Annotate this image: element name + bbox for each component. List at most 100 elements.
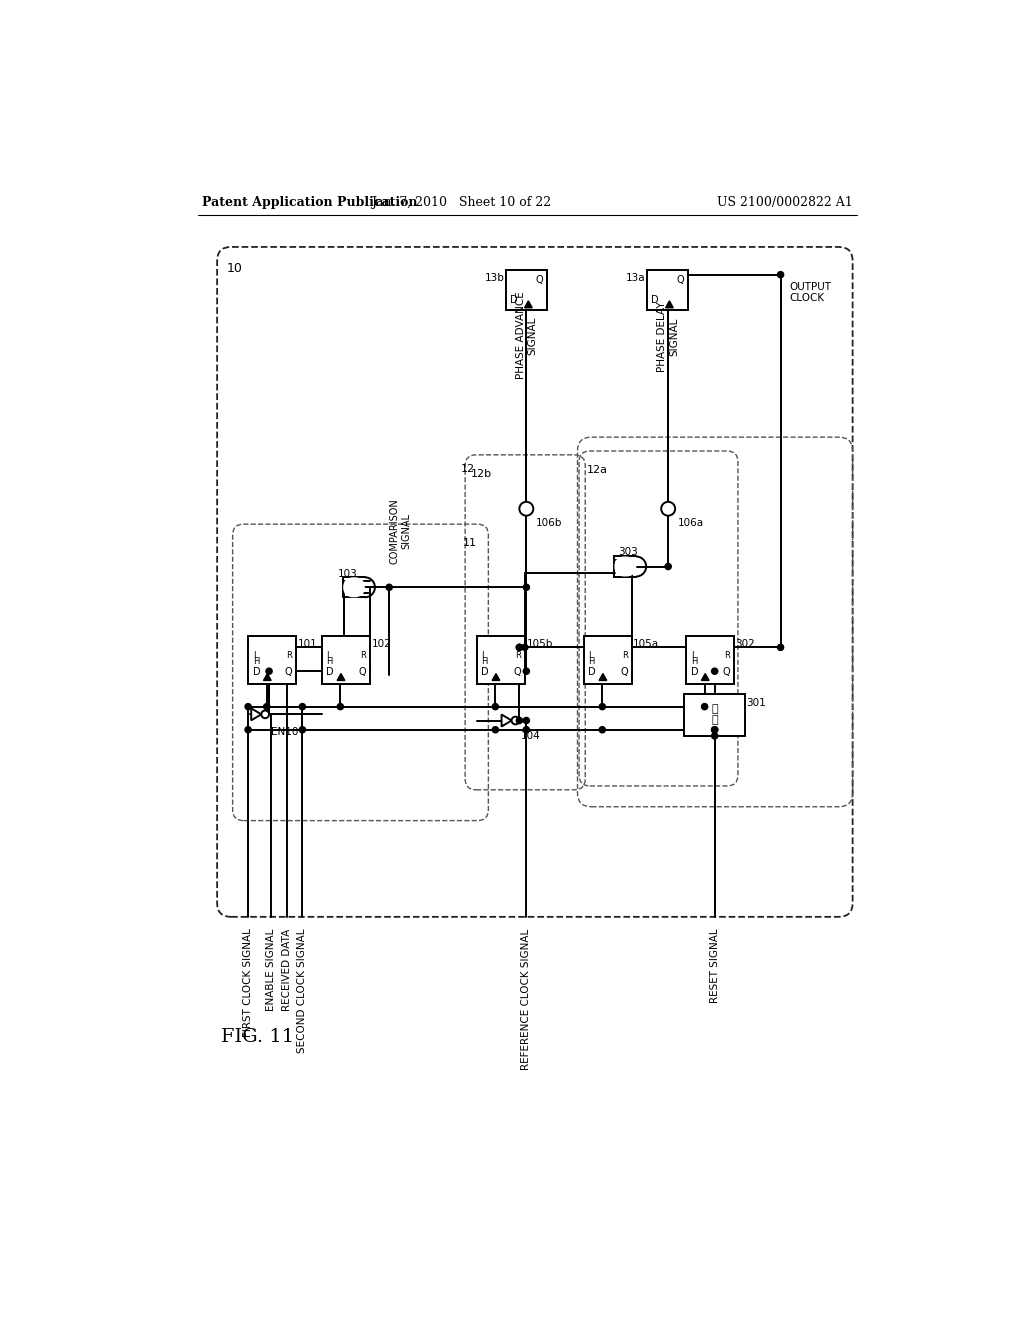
Text: ENABLE SIGNAL: ENABLE SIGNAL (266, 928, 276, 1011)
Text: Q: Q (513, 667, 521, 677)
Text: D: D (253, 667, 260, 677)
Polygon shape (701, 673, 709, 681)
Polygon shape (502, 714, 512, 726)
Circle shape (523, 718, 529, 723)
Text: PHASE DELAY
SIGNAL: PHASE DELAY SIGNAL (657, 301, 679, 372)
Bar (584, 636, 632, 684)
Text: 12b: 12b (471, 469, 493, 479)
Text: 301: 301 (746, 698, 766, 708)
Circle shape (523, 585, 529, 590)
Bar (477, 636, 524, 684)
FancyBboxPatch shape (614, 557, 636, 577)
Polygon shape (263, 673, 271, 681)
Text: D: D (690, 667, 698, 677)
Text: 11: 11 (463, 539, 477, 548)
Circle shape (516, 718, 522, 723)
Text: OUTPUT
CLOCK: OUTPUT CLOCK (790, 281, 831, 304)
Circle shape (337, 704, 343, 710)
Bar (248, 636, 296, 684)
Circle shape (516, 644, 522, 651)
Text: L: L (589, 651, 593, 660)
Circle shape (523, 668, 529, 675)
Text: D: D (327, 667, 334, 677)
Text: D: D (510, 296, 518, 305)
Text: Q: Q (285, 667, 292, 677)
Bar (506, 271, 547, 310)
Text: 10: 10 (226, 263, 243, 276)
Polygon shape (524, 301, 532, 308)
Circle shape (599, 726, 605, 733)
Text: L: L (327, 651, 331, 660)
Text: RESET SIGNAL: RESET SIGNAL (710, 928, 720, 1003)
Circle shape (266, 668, 272, 675)
Text: L: L (481, 651, 486, 660)
Text: H: H (589, 657, 595, 667)
Bar (647, 271, 687, 310)
Circle shape (712, 726, 718, 733)
Text: R: R (724, 651, 730, 660)
Circle shape (523, 726, 529, 733)
Circle shape (665, 564, 672, 570)
Circle shape (299, 704, 305, 710)
Text: R: R (515, 651, 521, 660)
Circle shape (701, 704, 708, 710)
Text: R: R (622, 651, 628, 660)
Text: 13b: 13b (484, 273, 505, 282)
Polygon shape (337, 673, 345, 681)
Circle shape (777, 644, 783, 651)
Circle shape (493, 726, 499, 733)
Text: SECOND CLOCK SIGNAL: SECOND CLOCK SIGNAL (297, 928, 307, 1053)
Text: 105a: 105a (633, 639, 659, 649)
Text: RECEIVED DATA: RECEIVED DATA (282, 928, 292, 1011)
Circle shape (245, 704, 251, 710)
Circle shape (777, 272, 783, 277)
Circle shape (662, 502, 675, 516)
Text: 303: 303 (618, 548, 638, 557)
Text: 逓
選: 逓 選 (712, 704, 718, 725)
Circle shape (493, 704, 499, 710)
Polygon shape (666, 301, 673, 308)
Text: D: D (589, 667, 596, 677)
Text: H: H (690, 657, 697, 667)
Text: EN10: EN10 (270, 726, 298, 737)
Text: 101: 101 (298, 639, 317, 649)
Text: 302: 302 (735, 639, 756, 649)
Text: REFERENCE CLOCK SIGNAL: REFERENCE CLOCK SIGNAL (521, 928, 531, 1069)
Text: Q: Q (723, 667, 730, 677)
Text: 106a: 106a (678, 517, 703, 528)
Circle shape (245, 726, 251, 733)
Circle shape (599, 704, 605, 710)
Text: Q: Q (676, 275, 684, 285)
Text: 13a: 13a (626, 273, 646, 282)
Text: D: D (651, 296, 658, 305)
Text: L: L (253, 651, 257, 660)
Circle shape (263, 704, 270, 710)
Text: PHASE ADVANCE
SIGNAL: PHASE ADVANCE SIGNAL (515, 292, 538, 379)
Circle shape (516, 644, 522, 651)
Bar (322, 636, 370, 684)
Text: Patent Application Publication: Patent Application Publication (202, 195, 417, 209)
Text: R: R (287, 651, 292, 660)
Circle shape (261, 710, 269, 718)
Text: FIRST CLOCK SIGNAL: FIRST CLOCK SIGNAL (243, 928, 253, 1038)
Text: COMPARISON
SIGNAL: COMPARISON SIGNAL (390, 499, 412, 564)
Text: D: D (481, 667, 489, 677)
Polygon shape (251, 709, 261, 721)
Circle shape (712, 668, 718, 675)
Text: 106b: 106b (536, 517, 562, 528)
Bar (684, 693, 744, 737)
Circle shape (386, 585, 392, 590)
Text: Q: Q (358, 667, 366, 677)
Text: H: H (481, 657, 487, 667)
Text: Q: Q (535, 275, 543, 285)
Circle shape (521, 644, 528, 651)
Text: R: R (360, 651, 366, 660)
Text: FIG. 11: FIG. 11 (221, 1028, 294, 1047)
Polygon shape (599, 673, 607, 681)
Circle shape (519, 502, 534, 516)
Text: H: H (253, 657, 259, 667)
Text: US 2100/0002822 A1: US 2100/0002822 A1 (717, 195, 853, 209)
Text: H: H (327, 657, 333, 667)
Bar (686, 636, 734, 684)
Text: Jan. 7, 2010   Sheet 10 of 22: Jan. 7, 2010 Sheet 10 of 22 (371, 195, 551, 209)
